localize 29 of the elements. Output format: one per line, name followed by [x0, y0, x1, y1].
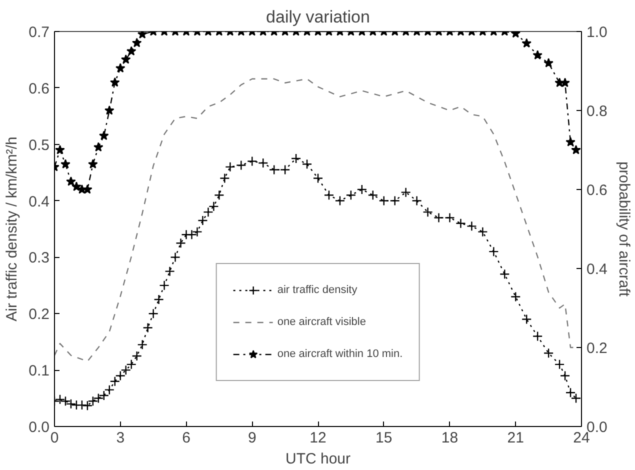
y2-tick-label: 0.0	[586, 419, 608, 436]
y2-tick-label: 0.6	[586, 182, 608, 199]
y-tick-label: 0.0	[28, 419, 50, 436]
y-tick-label: 0.7	[28, 24, 50, 41]
x-tick-label: 15	[376, 430, 392, 446]
x-tick-label: 0	[50, 430, 59, 446]
y2-tick-label: 0.4	[586, 261, 608, 278]
y-axis-title: Air traffic density / km/km²/h	[4, 136, 21, 322]
y2-tick-label: 0.2	[586, 340, 608, 357]
x-tick-label: 12	[310, 430, 326, 446]
x-tick-label: 21	[507, 430, 524, 446]
legend-label: one aircraft within 10 min.	[277, 348, 403, 360]
x-tick-label: 18	[441, 430, 458, 446]
x-tick-label: 6	[182, 430, 190, 446]
y-tick-label: 0.6	[28, 80, 50, 98]
y-tick-label: 0.3	[28, 250, 50, 267]
y-tick-label: 0.2	[28, 306, 50, 324]
legend-label: one aircraft visible	[277, 316, 366, 328]
x-tick-label: 3	[116, 430, 125, 446]
x-axis-title: UTC hour	[285, 450, 351, 468]
y2-tick-label: 0.8	[586, 103, 608, 120]
legend-label: air traffic density	[277, 284, 358, 296]
y-tick-label: 0.4	[28, 193, 50, 210]
y-tick-label: 0.5	[28, 136, 50, 154]
y-tick-label: 0.1	[28, 362, 50, 380]
x-tick-label: 9	[248, 430, 256, 446]
y2-tick-label: 1.0	[586, 24, 608, 41]
chart-title: daily variation	[266, 8, 370, 26]
y2-axis-title: probability of aircraft	[615, 161, 632, 298]
